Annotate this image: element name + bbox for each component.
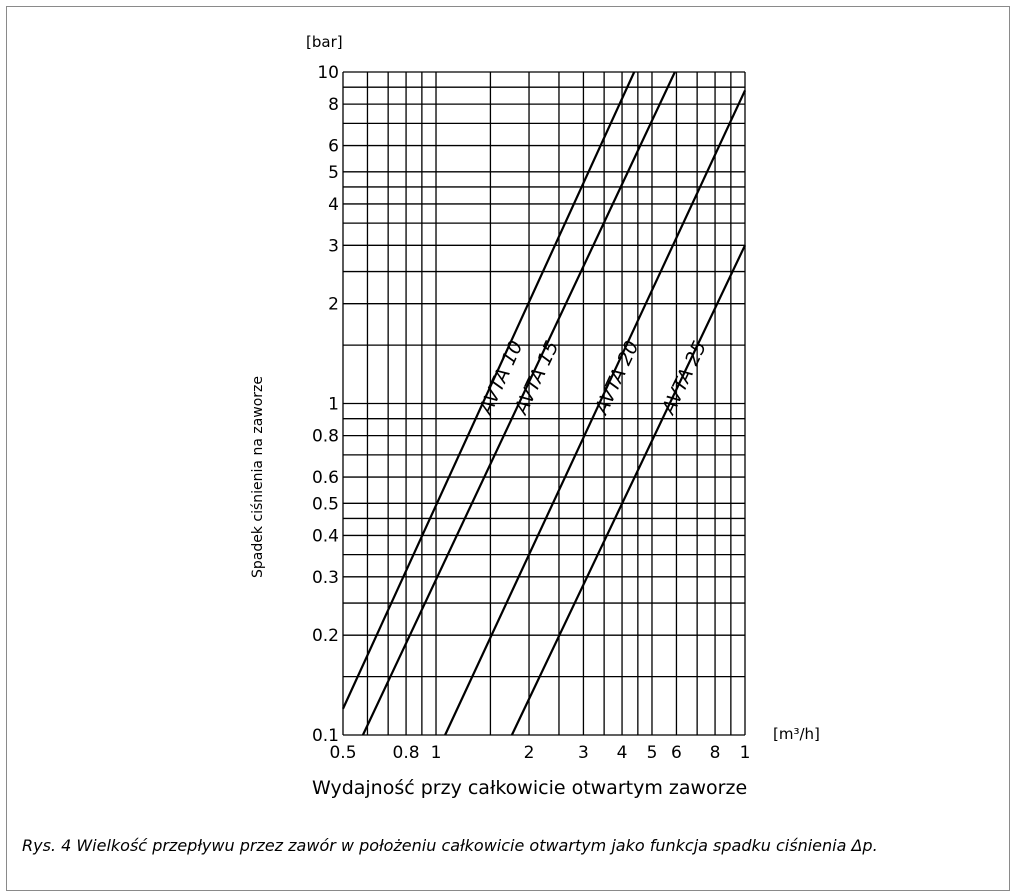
y-unit-label: [bar] xyxy=(306,33,343,51)
x-tick-label-3: 2 xyxy=(524,743,535,763)
x-tick-label-4: 3 xyxy=(578,743,589,763)
figure-frame xyxy=(6,6,1010,891)
series-label-4: AVTA 25 xyxy=(657,338,711,420)
y-tick-label-5: 0.6 xyxy=(312,468,339,488)
x-tick-label-6: 5 xyxy=(647,743,658,763)
y-tick-label-14: 10 xyxy=(317,63,339,83)
series-line-3 xyxy=(444,89,746,736)
x-tick-label-9: 1 xyxy=(740,743,751,763)
x-axis-title: Wydajność przy całkowicie otwartym zawor… xyxy=(312,777,747,799)
y-gridlines xyxy=(343,71,745,736)
y-tick-label-9: 3 xyxy=(328,236,339,256)
y-tick-label-7: 1 xyxy=(328,395,339,415)
x-tick-label-7: 6 xyxy=(671,743,682,763)
y-tick-label-3: 0.4 xyxy=(312,526,339,546)
x-tick-label-2: 1 xyxy=(431,743,442,763)
y-tick-label-4: 0.5 xyxy=(312,494,339,514)
y-tick-label-2: 0.3 xyxy=(312,568,339,588)
x-tick-label-8: 8 xyxy=(710,743,721,763)
series-line-1 xyxy=(341,71,636,710)
y-tick-label-1: 0.2 xyxy=(312,626,339,646)
series-label-3: AVTA 20 xyxy=(590,337,644,419)
figure-caption: Rys. 4 Wielkość przepływu przez zawór w … xyxy=(22,836,878,855)
y-tick-label-6: 0.8 xyxy=(312,427,339,447)
y-tick-label-12: 6 xyxy=(328,137,339,157)
y-tick-label-0: 0.1 xyxy=(312,726,339,746)
y-tick-label-11: 5 xyxy=(328,163,339,183)
x-tick-label-5: 4 xyxy=(617,743,628,763)
x-tick-label-1: 0.8 xyxy=(393,743,420,763)
series-lines xyxy=(341,71,746,736)
y-tick-label-8: 2 xyxy=(328,295,339,315)
series-line-4 xyxy=(510,244,746,736)
series-line-2 xyxy=(361,71,676,736)
x-tick-labels: 0.5 0.8 1 2 3 4 5 6 8 1 xyxy=(329,743,750,763)
y-axis-title: Spadek ciśnienia na zaworze xyxy=(250,376,266,578)
y-tick-labels: 0.1 0.2 0.3 0.4 0.5 0.6 0.8 1 2 3 4 5 6 8 10 xyxy=(312,63,339,746)
y-tick-label-10: 4 xyxy=(328,195,339,215)
x-tick-label-0: 0.5 xyxy=(329,743,356,763)
y-tick-label-13: 8 xyxy=(328,95,339,115)
x-unit-label: [m³/h] xyxy=(773,725,820,743)
